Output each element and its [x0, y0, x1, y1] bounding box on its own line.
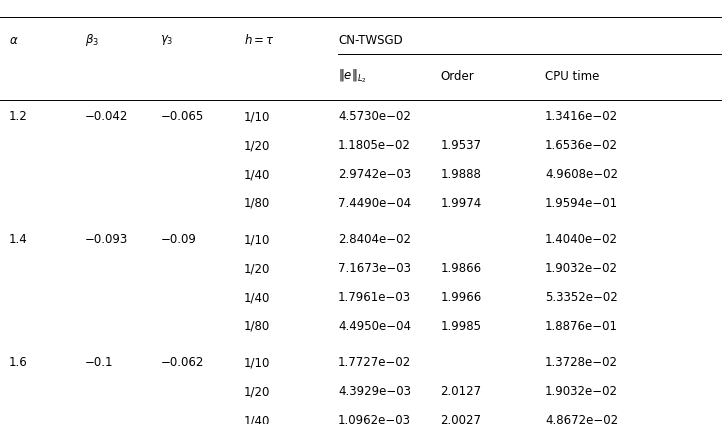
- Text: 1.9985: 1.9985: [440, 320, 482, 333]
- Text: 2.0027: 2.0027: [440, 414, 482, 424]
- Text: 1.9032e−02: 1.9032e−02: [545, 262, 618, 275]
- Text: 1.6: 1.6: [9, 356, 27, 369]
- Text: 1.3416e−02: 1.3416e−02: [545, 110, 618, 123]
- Text: −0.1: −0.1: [85, 356, 113, 369]
- Text: $\gamma_3$: $\gamma_3$: [160, 33, 174, 47]
- Text: 1/40: 1/40: [244, 414, 271, 424]
- Text: 1.4: 1.4: [9, 233, 27, 246]
- Text: 1.8876e−01: 1.8876e−01: [545, 320, 618, 333]
- Text: 1/80: 1/80: [244, 197, 270, 210]
- Text: $\|e\|_{L_2}$: $\|e\|_{L_2}$: [338, 67, 367, 85]
- Text: 5.3352e−02: 5.3352e−02: [545, 291, 618, 304]
- Text: 7.1673e−03: 7.1673e−03: [338, 262, 411, 275]
- Text: Order: Order: [440, 70, 474, 83]
- Text: −0.093: −0.093: [85, 233, 129, 246]
- Text: −0.09: −0.09: [160, 233, 196, 246]
- Text: −0.062: −0.062: [160, 356, 204, 369]
- Text: 1.9888: 1.9888: [440, 168, 482, 181]
- Text: 1.9032e−02: 1.9032e−02: [545, 385, 618, 398]
- Text: 1/10: 1/10: [244, 110, 271, 123]
- Text: 1/20: 1/20: [244, 139, 271, 152]
- Text: 1.9974: 1.9974: [440, 197, 482, 210]
- Text: 1.2: 1.2: [9, 110, 27, 123]
- Text: $\alpha$: $\alpha$: [9, 34, 18, 47]
- Text: 1/20: 1/20: [244, 262, 271, 275]
- Text: −0.042: −0.042: [85, 110, 129, 123]
- Text: 1.1805e−02: 1.1805e−02: [338, 139, 411, 152]
- Text: 4.8672e−02: 4.8672e−02: [545, 414, 618, 424]
- Text: 4.3929e−03: 4.3929e−03: [338, 385, 411, 398]
- Text: 1.9966: 1.9966: [440, 291, 482, 304]
- Text: 4.5730e−02: 4.5730e−02: [338, 110, 411, 123]
- Text: 1/10: 1/10: [244, 233, 271, 246]
- Text: 1.0962e−03: 1.0962e−03: [338, 414, 411, 424]
- Text: 7.4490e−04: 7.4490e−04: [338, 197, 411, 210]
- Text: $h=\tau$: $h=\tau$: [244, 33, 275, 47]
- Text: 1/10: 1/10: [244, 356, 271, 369]
- Text: 4.9608e−02: 4.9608e−02: [545, 168, 618, 181]
- Text: 1.9866: 1.9866: [440, 262, 482, 275]
- Text: 2.0127: 2.0127: [440, 385, 482, 398]
- Text: 4.4950e−04: 4.4950e−04: [338, 320, 411, 333]
- Text: 1.6536e−02: 1.6536e−02: [545, 139, 618, 152]
- Text: 1.4040e−02: 1.4040e−02: [545, 233, 618, 246]
- Text: 1.7961e−03: 1.7961e−03: [338, 291, 411, 304]
- Text: 1.9594e−01: 1.9594e−01: [545, 197, 618, 210]
- Text: 1.9537: 1.9537: [440, 139, 482, 152]
- Text: CN-TWSGD: CN-TWSGD: [338, 34, 403, 47]
- Text: 2.9742e−03: 2.9742e−03: [338, 168, 411, 181]
- Text: 1/20: 1/20: [244, 385, 271, 398]
- Text: 1/80: 1/80: [244, 320, 270, 333]
- Text: 1/40: 1/40: [244, 168, 271, 181]
- Text: CPU time: CPU time: [545, 70, 599, 83]
- Text: 1.7727e−02: 1.7727e−02: [338, 356, 411, 369]
- Text: −0.065: −0.065: [160, 110, 204, 123]
- Text: 1.3728e−02: 1.3728e−02: [545, 356, 618, 369]
- Text: $\beta_3$: $\beta_3$: [85, 32, 99, 48]
- Text: 2.8404e−02: 2.8404e−02: [338, 233, 411, 246]
- Text: 1/40: 1/40: [244, 291, 271, 304]
